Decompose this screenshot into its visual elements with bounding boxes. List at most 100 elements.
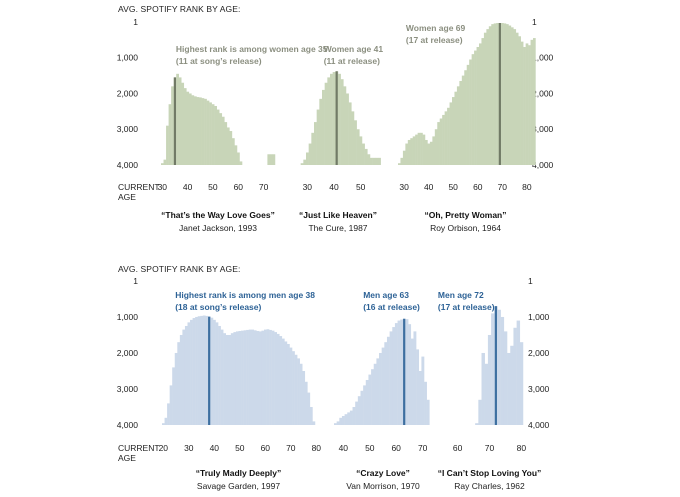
rank-bar xyxy=(510,345,514,425)
song-title: “That’s the Way Love Goes” xyxy=(161,210,275,220)
peak-annotation-detail: (11 at release) xyxy=(324,56,380,66)
rank-bar xyxy=(226,127,230,165)
song-panel: Men age 72 (17 at release) 60 70 80 “I Can’t … xyxy=(438,290,542,491)
rank-bar xyxy=(334,423,337,425)
rank-bar xyxy=(373,363,377,425)
x-tick-label: 60 xyxy=(261,443,271,453)
song-title: “Truly Madly Deeply” xyxy=(196,468,282,478)
rank-bar xyxy=(493,23,497,165)
peak-annotation: Highest rank is among women age 35 xyxy=(176,44,328,54)
y-tick-label-left: 2,000 xyxy=(117,88,139,98)
rank-bar xyxy=(400,157,404,165)
rank-bar xyxy=(356,129,360,165)
song-panel: Highest rank is among men age 38 (18 at s… xyxy=(159,290,322,491)
rank-bar xyxy=(456,86,460,165)
rank-bar xyxy=(199,97,202,165)
peak-annotation: Women age 69 xyxy=(406,23,466,33)
y-tick-label-left: 4,000 xyxy=(117,160,139,170)
rank-bar xyxy=(183,88,187,165)
rank-bar xyxy=(375,157,379,165)
rank-bar xyxy=(407,139,411,165)
rank-bar xyxy=(253,330,257,425)
rank-bar xyxy=(161,163,164,165)
rank-bar xyxy=(363,385,367,425)
rank-bar xyxy=(367,154,371,165)
rank-bar xyxy=(496,23,499,165)
rank-bar xyxy=(415,134,418,165)
rank-bar xyxy=(274,332,277,425)
rank-bar xyxy=(497,309,501,425)
x-tick-label: 40 xyxy=(339,443,349,453)
song-panel: Women age 41 (11 at release) 30 40 50 “Just L… xyxy=(299,44,383,233)
rank-bar xyxy=(520,41,524,165)
song-artist: Ray Charles, 1962 xyxy=(454,481,525,491)
song-artist: Roy Orbison, 1964 xyxy=(430,223,501,233)
x-tick-label: 50 xyxy=(208,182,218,192)
rank-bar xyxy=(483,32,487,165)
rank-bar xyxy=(299,363,303,425)
rank-bar xyxy=(372,157,376,165)
song-artist: Janet Jackson, 1993 xyxy=(179,223,257,233)
y-tick-label-right: 3,000 xyxy=(528,384,550,394)
rank-bar xyxy=(224,122,228,165)
rank-bar xyxy=(284,341,288,425)
rank-bar xyxy=(349,410,353,425)
rank-bar xyxy=(339,417,343,425)
rank-bar xyxy=(248,329,252,425)
rank-bar xyxy=(386,336,390,425)
rank-bar xyxy=(491,24,494,165)
rank-bar xyxy=(405,319,409,425)
rank-bar xyxy=(484,363,489,425)
rank-bar xyxy=(371,369,374,425)
rank-bar xyxy=(314,122,317,165)
rank-bar xyxy=(346,93,349,165)
rank-bar xyxy=(508,25,512,165)
rank-bar xyxy=(177,342,181,425)
rank-bar xyxy=(246,329,249,425)
rank-bar xyxy=(235,331,239,425)
rank-bar xyxy=(237,152,240,165)
rank-bar xyxy=(370,157,373,165)
x-tick-label: 40 xyxy=(183,182,193,192)
rank-bar xyxy=(528,45,531,165)
rank-bar xyxy=(279,336,283,425)
rank-bar xyxy=(251,329,255,425)
song-artist: Savage Garden, 1997 xyxy=(197,481,280,491)
peak-annotation: Men age 63 xyxy=(363,290,409,300)
peak-annotation-detail: (11 at song’s release) xyxy=(176,56,262,66)
rank-bar xyxy=(474,50,477,165)
rank-bar xyxy=(364,148,368,165)
rank-bar xyxy=(469,59,472,166)
rank-bar xyxy=(241,330,244,425)
rank-bar xyxy=(206,100,210,165)
y-tick-label-left: 3,000 xyxy=(117,384,139,394)
rank-bar xyxy=(193,96,197,165)
rank-bar xyxy=(267,154,271,165)
rank-bar xyxy=(276,333,280,425)
rank-bar xyxy=(308,143,312,165)
rank-bar xyxy=(221,116,225,165)
song-title: “Just Like Heaven” xyxy=(299,210,377,220)
rank-bar xyxy=(365,379,369,425)
x-tick-label: 50 xyxy=(448,182,458,192)
x-tick-label: 70 xyxy=(418,443,428,453)
x-tick-label: 20 xyxy=(159,443,169,453)
rank-bar xyxy=(500,316,505,425)
rank-bar xyxy=(205,315,209,425)
rank-bar xyxy=(200,315,204,425)
y-tick-label-left: 1 xyxy=(133,276,138,286)
x-tick-label: 60 xyxy=(234,182,244,192)
rank-bar xyxy=(343,86,347,165)
rank-bar xyxy=(179,334,183,425)
rank-bar xyxy=(294,354,298,425)
rank-bar xyxy=(362,143,365,165)
rank-bar xyxy=(461,75,465,165)
y-tick-label-right: 4,000 xyxy=(528,420,550,430)
rank-bar xyxy=(166,125,169,165)
rank-bar xyxy=(501,23,504,165)
rank-bar xyxy=(359,136,363,165)
rank-bar xyxy=(204,98,207,165)
x-axis-label: CURRENT xyxy=(118,182,160,192)
rank-bar xyxy=(191,95,195,165)
rank-bar xyxy=(300,163,304,165)
